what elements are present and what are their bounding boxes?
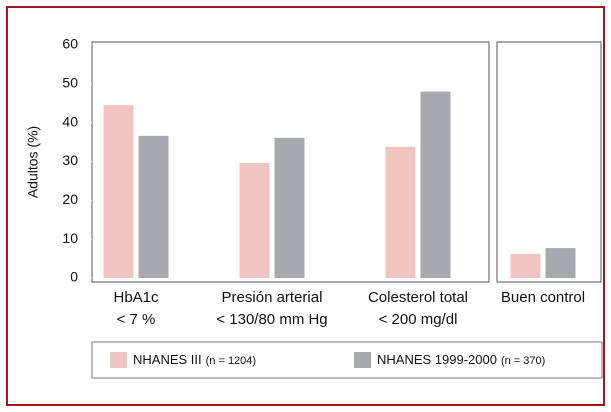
legend-sample: (n = 370) xyxy=(501,355,545,367)
legend-label: NHANES III (n = 1204) xyxy=(133,352,256,367)
x-tick-label: < 7 % xyxy=(117,311,156,328)
legend-name: NHANES 1999-2000 xyxy=(377,352,497,367)
bar xyxy=(545,248,576,278)
y-tick-label: 10 xyxy=(62,230,78,246)
bar xyxy=(510,253,541,278)
panel xyxy=(496,41,602,283)
bar xyxy=(274,137,305,278)
legend-box xyxy=(91,341,603,379)
bar xyxy=(138,135,169,278)
y-tick-label: 40 xyxy=(62,113,78,129)
legend-sample: (n = 1204) xyxy=(206,355,256,367)
x-tick-label: HbA1c xyxy=(113,289,159,306)
legend-swatch xyxy=(354,352,371,368)
y-axis-label: Adultos (%) xyxy=(25,126,41,198)
x-tick-label: < 200 mg/dl xyxy=(379,311,458,328)
x-tick-label: Colesterol total xyxy=(368,289,468,306)
y-tick-label: 0 xyxy=(70,269,78,285)
frame xyxy=(6,6,605,406)
bar xyxy=(420,91,451,278)
x-tick-label: < 130/80 mm Hg xyxy=(216,311,327,328)
y-tick-label: 60 xyxy=(62,36,78,52)
legend-swatch xyxy=(110,352,127,368)
y-tick-label: 50 xyxy=(62,75,78,91)
x-tick-label: Presión arterial xyxy=(222,289,323,306)
bar xyxy=(103,105,134,278)
y-tick-label: 20 xyxy=(62,191,78,207)
legend-label: NHANES 1999-2000 (n = 370) xyxy=(377,352,545,367)
legend-name: NHANES III xyxy=(133,352,202,367)
bar xyxy=(385,146,416,278)
y-tick-label: 30 xyxy=(62,152,78,168)
x-tick-label: Buen control xyxy=(501,289,585,306)
bar xyxy=(239,163,270,278)
